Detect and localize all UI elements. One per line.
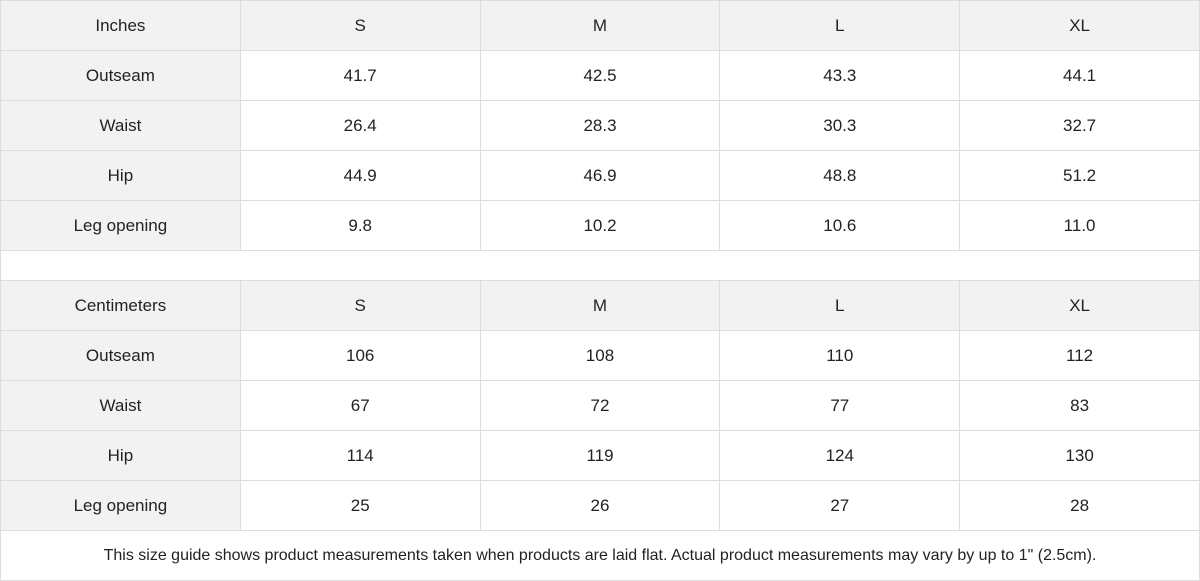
measurement-value: 10.2 bbox=[479, 200, 721, 251]
measurement-label: Waist bbox=[0, 100, 241, 151]
measurement-value: 43.3 bbox=[719, 50, 961, 101]
measurement-value: 67 bbox=[239, 380, 481, 431]
size-header: L bbox=[719, 280, 961, 331]
table-spacer bbox=[0, 250, 1200, 281]
measurement-label: Outseam bbox=[0, 50, 241, 101]
size-header: L bbox=[719, 0, 961, 51]
measurement-label: Hip bbox=[0, 430, 241, 481]
measurement-value: 30.3 bbox=[719, 100, 961, 151]
measurement-value: 77 bbox=[719, 380, 961, 431]
measurement-value: 11.0 bbox=[959, 200, 1200, 251]
measurement-value: 46.9 bbox=[479, 150, 721, 201]
header-row: Centimeters S M L XL bbox=[0, 280, 1200, 331]
spacer-cell bbox=[0, 250, 1200, 281]
table-row: Waist 67 72 77 83 bbox=[0, 380, 1200, 431]
measurement-value: 42.5 bbox=[479, 50, 721, 101]
measurement-value: 110 bbox=[719, 330, 961, 381]
measurement-label: Waist bbox=[0, 380, 241, 431]
size-header: S bbox=[239, 0, 481, 51]
measurement-value: 41.7 bbox=[239, 50, 481, 101]
measurement-value: 48.8 bbox=[719, 150, 961, 201]
measurement-value: 83 bbox=[959, 380, 1200, 431]
measurement-value: 106 bbox=[239, 330, 481, 381]
measurement-value: 27 bbox=[719, 480, 961, 531]
measurement-value: 114 bbox=[239, 430, 481, 481]
measurement-value: 28 bbox=[959, 480, 1200, 531]
header-row: Inches S M L XL bbox=[0, 0, 1200, 51]
size-header: M bbox=[479, 280, 721, 331]
measurement-value: 112 bbox=[959, 330, 1200, 381]
measurement-value: 44.9 bbox=[239, 150, 481, 201]
size-header: M bbox=[479, 0, 721, 51]
table-row: Hip 114 119 124 130 bbox=[0, 430, 1200, 481]
measurement-value: 72 bbox=[479, 380, 721, 431]
measurement-value: 25 bbox=[239, 480, 481, 531]
measurement-value: 108 bbox=[479, 330, 721, 381]
note-row: This size guide shows product measuremen… bbox=[0, 530, 1200, 581]
size-header: S bbox=[239, 280, 481, 331]
measurement-value: 32.7 bbox=[959, 100, 1200, 151]
measurement-value: 26 bbox=[479, 480, 721, 531]
measurement-label: Leg opening bbox=[0, 200, 241, 251]
measurement-value: 28.3 bbox=[479, 100, 721, 151]
measurement-label: Leg opening bbox=[0, 480, 241, 531]
table-row: Outseam 41.7 42.5 43.3 44.1 bbox=[0, 50, 1200, 101]
measurement-value: 44.1 bbox=[959, 50, 1200, 101]
size-header: XL bbox=[959, 0, 1200, 51]
size-header: XL bbox=[959, 280, 1200, 331]
measurement-value: 124 bbox=[719, 430, 961, 481]
measurement-value: 51.2 bbox=[959, 150, 1200, 201]
table-row: Leg opening 25 26 27 28 bbox=[0, 480, 1200, 531]
measurement-value: 26.4 bbox=[239, 100, 481, 151]
measurement-value: 10.6 bbox=[719, 200, 961, 251]
measurement-value: 9.8 bbox=[239, 200, 481, 251]
table-row: Waist 26.4 28.3 30.3 32.7 bbox=[0, 100, 1200, 151]
unit-header: Inches bbox=[0, 0, 241, 51]
measurement-value: 130 bbox=[959, 430, 1200, 481]
measurement-label: Outseam bbox=[0, 330, 241, 381]
table-row: Hip 44.9 46.9 48.8 51.2 bbox=[0, 150, 1200, 201]
measurement-label: Hip bbox=[0, 150, 241, 201]
unit-header: Centimeters bbox=[0, 280, 241, 331]
table-row: Leg opening 9.8 10.2 10.6 11.0 bbox=[0, 200, 1200, 251]
size-guide-note: This size guide shows product measuremen… bbox=[0, 530, 1200, 581]
measurement-value: 119 bbox=[479, 430, 721, 481]
table-row: Outseam 106 108 110 112 bbox=[0, 330, 1200, 381]
